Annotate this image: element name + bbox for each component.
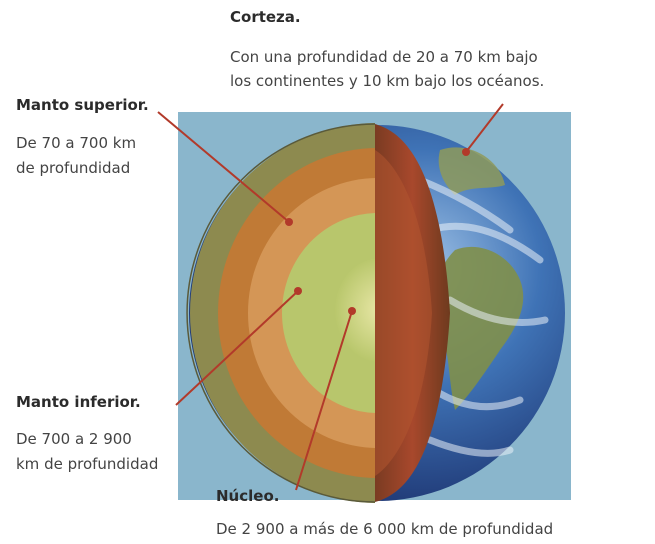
manto-superior-description-line2: de profundidad: [16, 159, 131, 177]
globe-outline: [186, 123, 376, 503]
outer-core-layer: [282, 213, 375, 413]
manto-inferior-description-line1: De 700 a 2 900: [16, 430, 132, 448]
pointer-corteza: [465, 103, 504, 153]
pointer-dot-manto-superior: [285, 218, 293, 226]
manto-inferior-title: Manto inferior.: [16, 393, 141, 411]
pointer-dot-nucleo: [348, 307, 356, 315]
cloud-texture: [416, 176, 549, 457]
manto-inferior-description-line2: km de profundidad: [16, 455, 159, 473]
corteza-description-line2: los continentes y 10 km bajo los océanos…: [230, 72, 545, 90]
corteza-description-line1: Con una profundidad de 20 a 70 km bajo: [230, 48, 538, 66]
nucleo-title: Núcleo.: [216, 487, 280, 505]
pointer-dot-manto-inferior: [294, 287, 302, 295]
pointer-nucleo: [295, 310, 353, 491]
manto-superior-description-line1: De 70 a 700 km: [16, 134, 137, 152]
pointer-manto-superior: [157, 111, 290, 223]
manto-superior-title: Manto superior.: [16, 96, 149, 114]
pointer-dot-corteza: [462, 148, 470, 156]
nucleo-description: De 2 900 a más de 6 000 km de profundida…: [216, 520, 554, 538]
continent-shape: [434, 246, 524, 410]
corteza-title: Corteza.: [230, 8, 301, 26]
cutaway-layers: [190, 123, 375, 503]
pointer-manto-inferior: [175, 290, 299, 406]
cut-face-inner: [375, 150, 432, 476]
continent-shape: [438, 147, 505, 195]
